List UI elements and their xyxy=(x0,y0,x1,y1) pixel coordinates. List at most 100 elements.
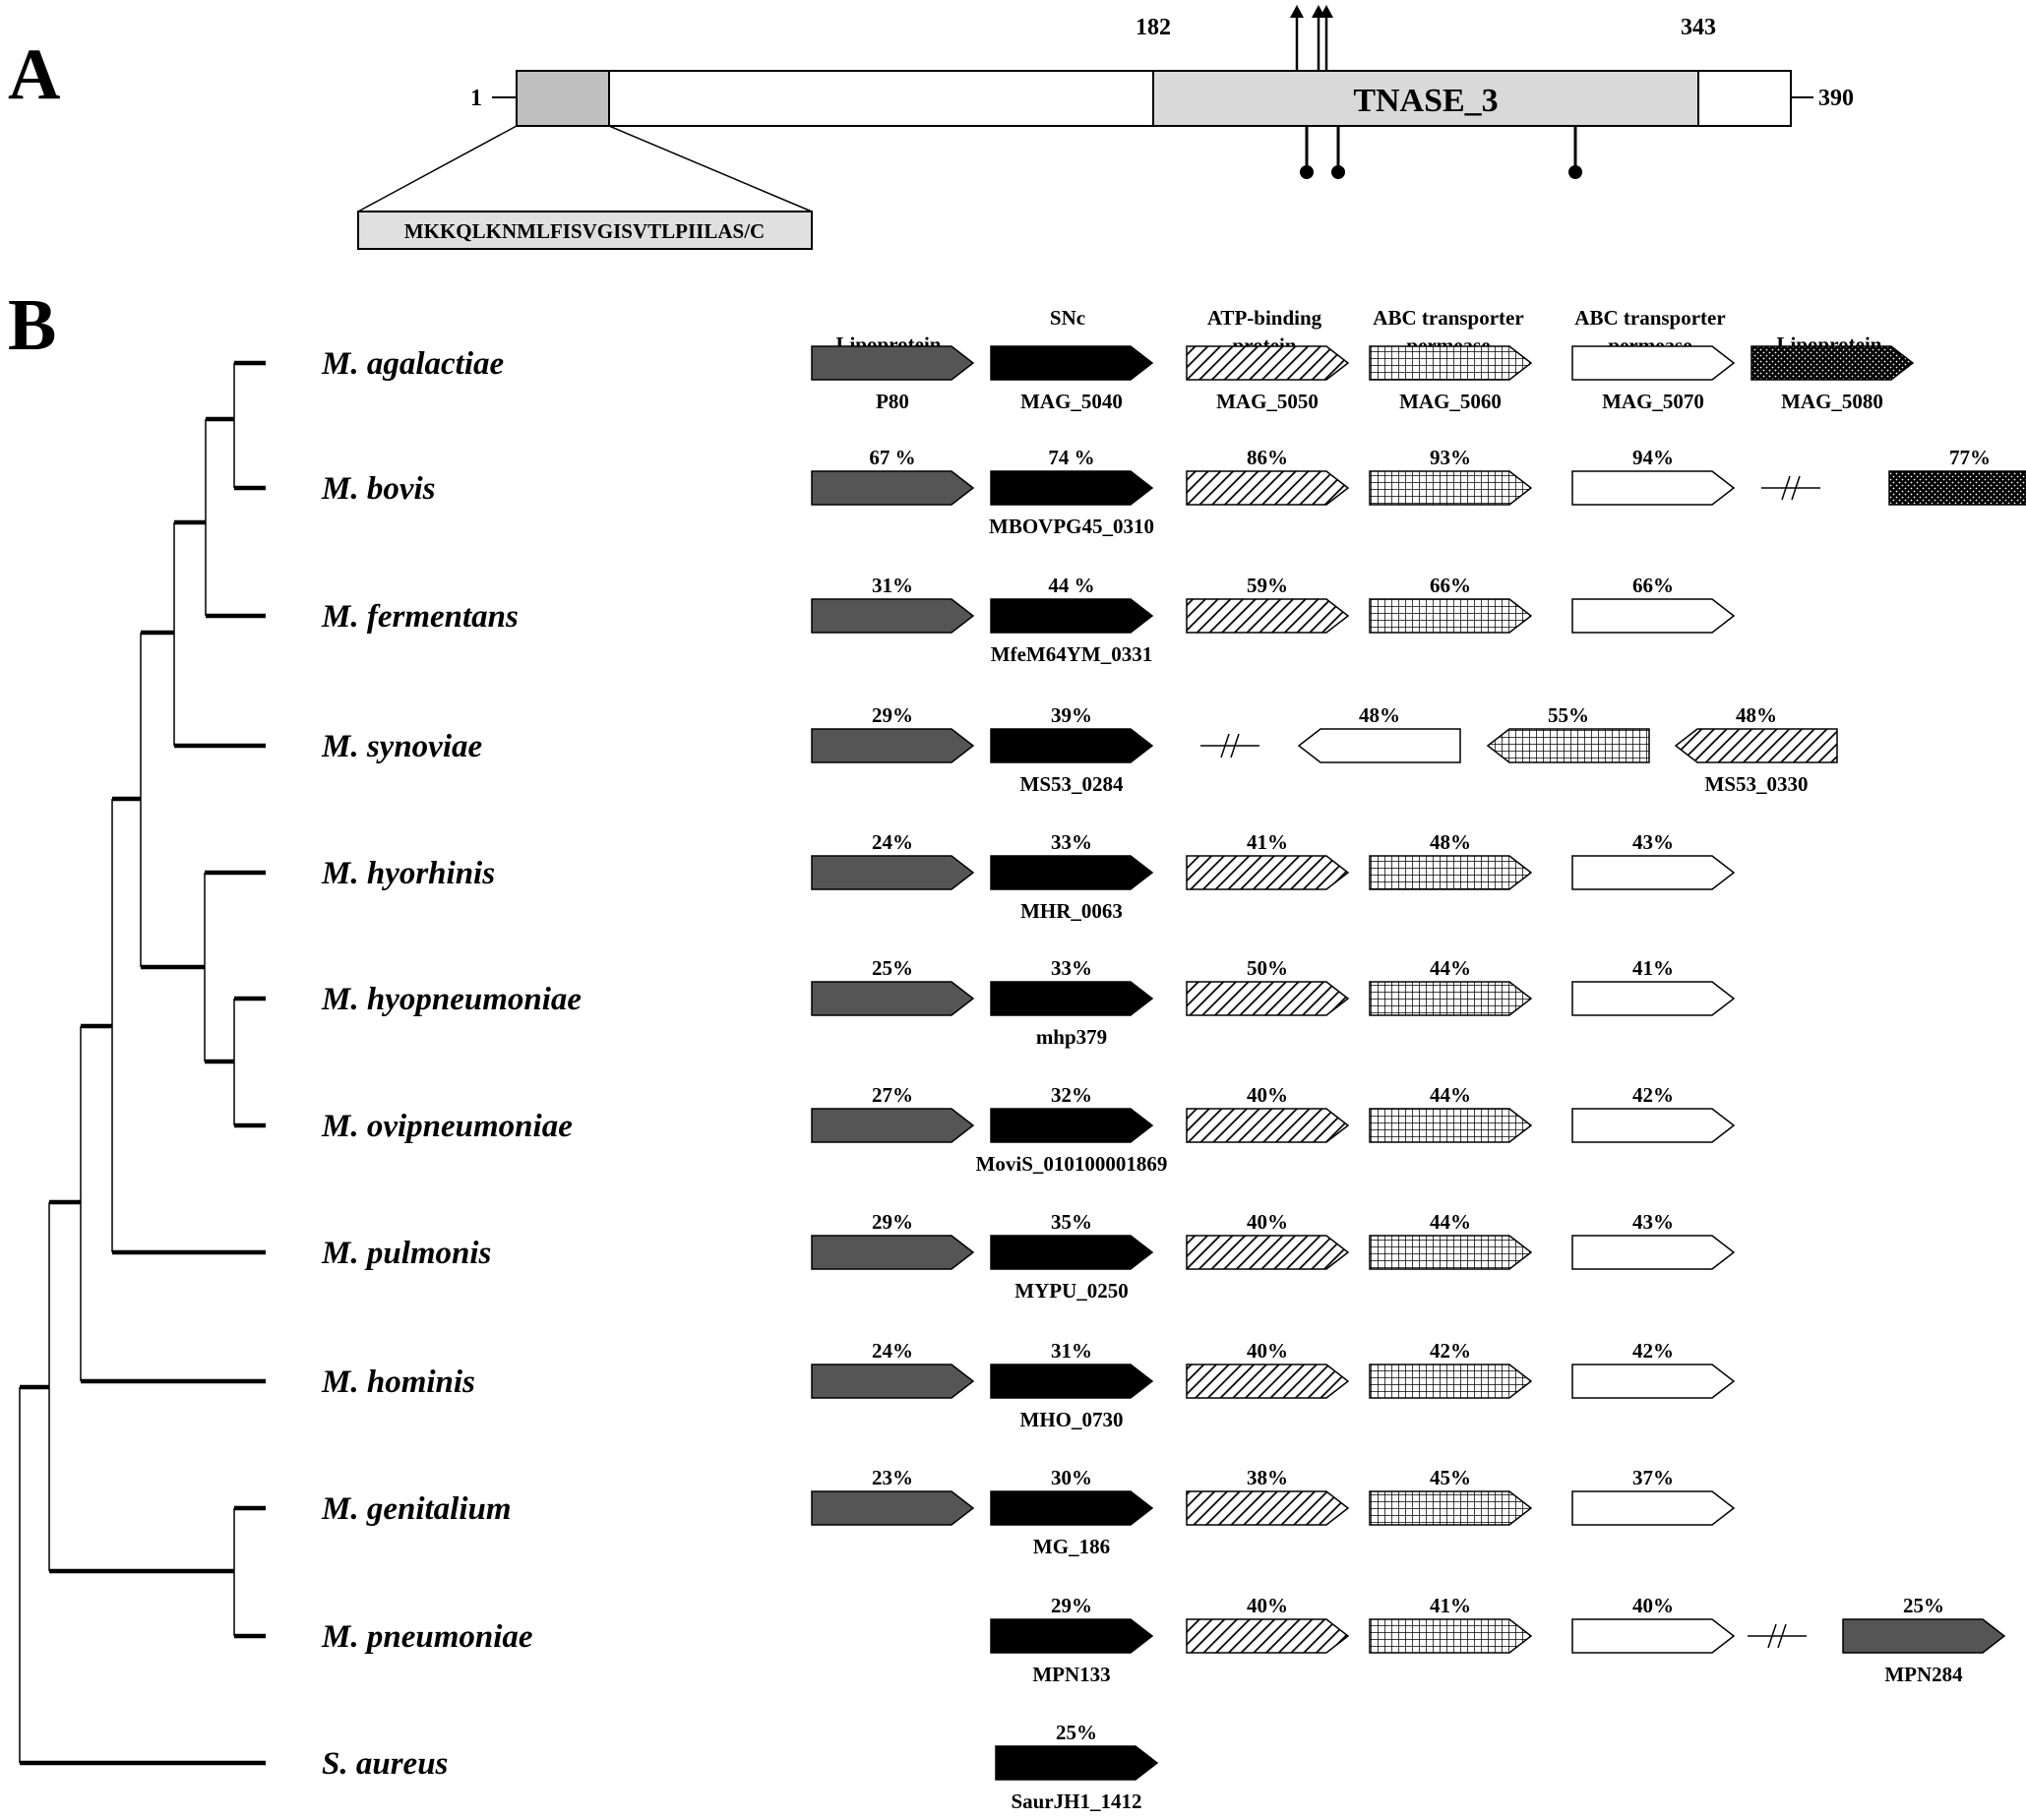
atp-binding-gene-arrow xyxy=(1186,1108,1350,1143)
species-name: M. hyopneumoniae xyxy=(321,982,582,1017)
abc-transporter-gene-arrow xyxy=(1369,855,1533,890)
species-labels: M. agalactiae M. bovis M. fermentans M. syn… xyxy=(321,346,582,1782)
domain-start-label: 182 xyxy=(1136,15,1171,40)
gene-arrow-rows: P80 MAG_5040 MAG_5050 MAG_5060 MAG_5070 MAG_5… xyxy=(811,345,2026,1813)
identity-percent: 40% xyxy=(1247,1210,1288,1234)
identity-percent: 32% xyxy=(1051,1083,1092,1107)
gene-locus-label: MAG_5040 xyxy=(1020,390,1123,413)
abc-transporter-gene-arrow xyxy=(1369,345,1533,381)
break-mark xyxy=(1230,733,1240,758)
identity-percent: 25% xyxy=(1056,1721,1097,1744)
identity-percent: 55% xyxy=(1548,703,1589,727)
gene-locus-label: MHR_0063 xyxy=(1020,899,1123,923)
panel-label-b: B xyxy=(8,285,56,366)
identity-percent: 39% xyxy=(1051,703,1092,727)
gene-locus-label: MG_186 xyxy=(1033,1535,1110,1558)
abc-permease-gene-arrow xyxy=(1571,345,1736,381)
gene-locus-label: MoviS_010100001869 xyxy=(976,1152,1168,1176)
break-mark xyxy=(1220,733,1230,758)
signal-peptide-sequence: MKKQLKNMLFISVGISVTLPIILAS/C xyxy=(404,219,765,243)
identity-percent: 40% xyxy=(1247,1594,1288,1617)
identity-percent: 40% xyxy=(1247,1339,1288,1363)
species-name: M. pulmonis xyxy=(321,1236,491,1271)
species-name: M. ovipneumoniae xyxy=(321,1109,573,1144)
up-arrow-icon xyxy=(1320,5,1333,71)
species-name: M. bovis xyxy=(321,471,436,507)
species-name: M. hyorhinis xyxy=(321,856,495,891)
identity-percent: 24% xyxy=(872,1339,913,1363)
identity-percent: 41% xyxy=(1632,956,1674,980)
abc-transporter-gene-arrow xyxy=(1369,1235,1533,1270)
identity-percent: 35% xyxy=(1051,1210,1092,1234)
snc-gene-arrow xyxy=(990,1364,1154,1399)
gene-locus-label: MPN133 xyxy=(1032,1663,1110,1686)
break-mark xyxy=(1791,475,1801,501)
gene-locus-label: MAG_5050 xyxy=(1216,390,1319,413)
abc-permease-gene-arrow xyxy=(1571,855,1736,890)
identity-percent: 25% xyxy=(872,956,913,980)
gene-locus-label: MBOVPG45_0310 xyxy=(989,515,1154,538)
lipoprotein-gene-arrow xyxy=(811,598,975,634)
lipoprotein-gene-arrow xyxy=(811,728,975,763)
identity-percent: 44 % xyxy=(1048,574,1094,597)
signal-peptide-sequence-box xyxy=(357,211,813,250)
gene-row: 24% 31% 40% 42% 42% MHO_0730 xyxy=(811,1339,1736,1431)
identity-percent: 67 % xyxy=(869,446,915,469)
identity-percent: 23% xyxy=(872,1466,913,1489)
identity-percent: 30% xyxy=(1051,1466,1092,1489)
lollipop-marker-icon xyxy=(1568,126,1582,179)
snc-gene-arrow xyxy=(990,598,1154,634)
end-residue-label: 390 xyxy=(1818,86,1854,111)
species-name: S. aureus xyxy=(322,1746,448,1782)
gene-row: 67 % 74 % 86% 93% 94% 77% MBOVPG45_0310 xyxy=(811,446,2026,538)
species-name: M. genitalium xyxy=(321,1491,512,1527)
identity-percent: 93% xyxy=(1430,446,1471,469)
gene-locus-label: MfeM64YM_0331 xyxy=(991,642,1152,666)
identity-percent: 29% xyxy=(872,703,913,727)
gene-row: 31% 44 % 59% 66% 66% MfeM64YM_0331 xyxy=(811,574,1736,666)
atp-binding-gene-arrow xyxy=(1186,855,1350,890)
gene-row: P80 MAG_5040 MAG_5050 MAG_5060 MAG_5070 MAG_5… xyxy=(811,345,1915,413)
phylogenetic-tree xyxy=(19,360,266,1766)
identity-percent: 33% xyxy=(1051,830,1092,854)
identity-percent: 24% xyxy=(872,830,913,854)
identity-percent: 29% xyxy=(1051,1594,1092,1617)
lipoprotein-gene-arrow xyxy=(1842,1618,2006,1654)
lipoprotein-gene-arrow xyxy=(811,345,975,381)
abc-transporter-gene-arrow xyxy=(1486,728,1650,763)
up-arrow-icon xyxy=(1290,5,1304,71)
zoom-line-right xyxy=(608,125,813,212)
identity-percent: 50% xyxy=(1247,956,1288,980)
domain-end-label: 343 xyxy=(1681,15,1716,40)
identity-percent: 66% xyxy=(1430,574,1471,597)
abc-permease-gene-arrow xyxy=(1571,1364,1736,1399)
identity-percent: 41% xyxy=(1430,1594,1471,1617)
atp-binding-gene-arrow xyxy=(1674,728,1838,763)
atp-binding-gene-arrow xyxy=(1186,345,1350,381)
panel-label-a: A xyxy=(8,34,60,115)
abc-permease-gene-arrow xyxy=(1571,470,1736,506)
gene-row: 29% 35% 40% 44% 43% MYPU_0250 xyxy=(811,1210,1736,1303)
lipoprotein-gene-arrow xyxy=(811,855,975,890)
gene-locus-label: MAG_5070 xyxy=(1602,390,1704,413)
gene-row: 29% 40% 41% 40% 25% MPN133 MPN284 xyxy=(990,1594,2006,1686)
gene-row: 24% 33% 41% 48% 43% MHR_0063 xyxy=(811,830,1736,923)
identity-percent: 74 % xyxy=(1048,446,1094,469)
snc-gene-arrow xyxy=(995,1745,1159,1781)
identity-percent: 31% xyxy=(872,574,913,597)
snc-gene-arrow xyxy=(990,1618,1154,1654)
break-mark xyxy=(1781,475,1791,501)
identity-percent: 31% xyxy=(1051,1339,1092,1363)
gene-locus-label: MAG_5080 xyxy=(1781,390,1883,413)
identity-percent: 48% xyxy=(1430,830,1471,854)
identity-percent: 33% xyxy=(1051,956,1092,980)
snc-gene-arrow xyxy=(990,1490,1154,1526)
identity-percent: 45% xyxy=(1430,1466,1471,1489)
identity-percent: 40% xyxy=(1632,1594,1674,1617)
atp-binding-gene-arrow xyxy=(1186,1235,1350,1270)
gene-row: 23% 30% 38% 45% 37% MG_186 xyxy=(811,1466,1736,1558)
identity-percent: 77% xyxy=(1949,446,1991,469)
identity-percent: 42% xyxy=(1632,1083,1674,1107)
identity-percent: 43% xyxy=(1632,1210,1674,1234)
lipoprotein-gene-arrow xyxy=(811,1235,975,1270)
